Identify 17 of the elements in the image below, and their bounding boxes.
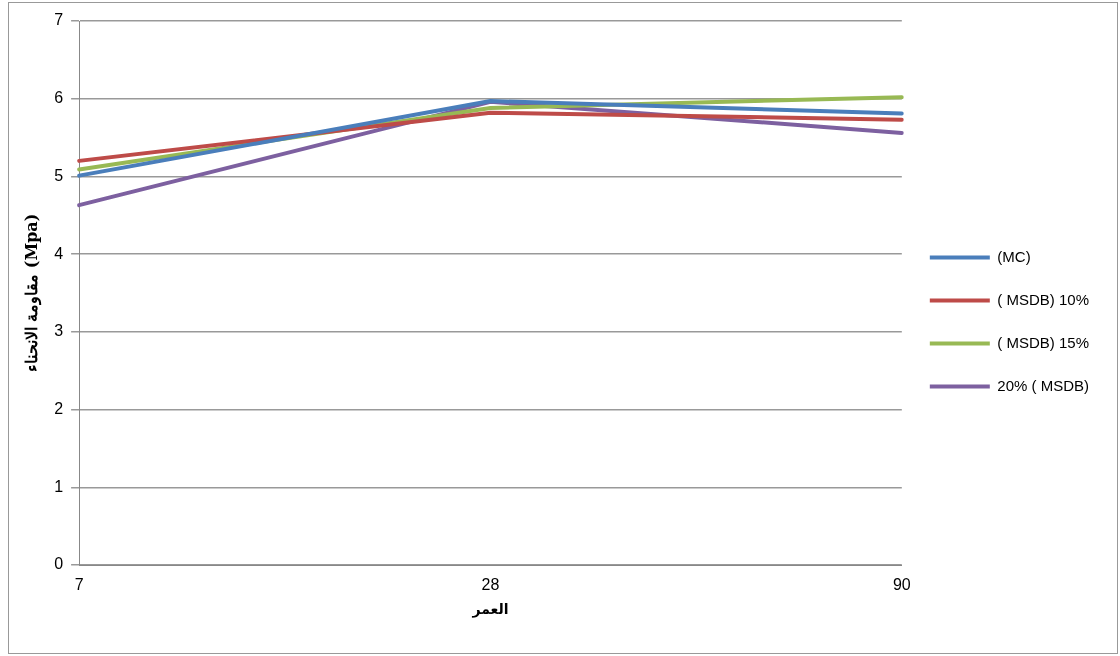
x-axis-title: العمر [471,601,509,619]
y-axis-title: مقاومة الانحناء (Mpa) [21,213,42,373]
y-tick-label: 7 [54,11,64,29]
y-tick-label: 2 [54,399,64,417]
legend-label: (MC) [997,247,1031,265]
legend-label: ( MSDB) 10% [997,290,1089,308]
legend-label: 20% ( MSDB) [997,376,1089,394]
x-tick-label: 90 [892,576,911,594]
x-tick-label: 28 [481,576,500,594]
y-tick-label: 4 [54,244,64,262]
y-tick-label: 0 [54,555,64,573]
y-tick-label: 1 [54,477,64,495]
x-tick-label: 7 [74,576,84,594]
y-tick-label: 6 [54,89,64,107]
y-tick-label: 3 [54,322,64,340]
y-tick-label: 5 [54,166,64,184]
legend-label: ( MSDB) 15% [997,333,1089,351]
